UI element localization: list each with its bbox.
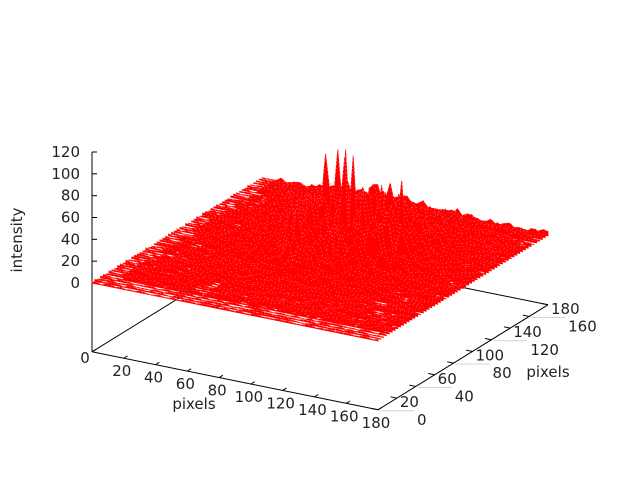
y-tick bbox=[447, 361, 454, 364]
x-tick bbox=[282, 387, 287, 391]
x-tick-label: 40 bbox=[144, 369, 163, 387]
x-tick-label: 120 bbox=[266, 394, 295, 412]
surface-row-highlight bbox=[114, 267, 401, 325]
y-tick-label: 0 bbox=[417, 411, 427, 429]
surface-row-highlight bbox=[157, 241, 444, 299]
x-tick bbox=[187, 368, 192, 372]
surface-mesh bbox=[91, 149, 549, 342]
x-tick bbox=[155, 361, 160, 366]
y-tick-label: 80 bbox=[493, 364, 512, 382]
z-tick-label: 100 bbox=[51, 165, 80, 183]
y-tick bbox=[541, 302, 549, 306]
y-tick-label: 140 bbox=[513, 323, 542, 341]
z-tick-label: 120 bbox=[51, 143, 80, 161]
x-tick-label: 140 bbox=[298, 401, 327, 419]
y-tick bbox=[522, 314, 530, 317]
surface-row-highlight bbox=[227, 189, 514, 254]
x-tick bbox=[91, 349, 97, 353]
y-tick bbox=[371, 407, 379, 411]
surface-row-highlight bbox=[171, 224, 458, 291]
z-tick-label: 60 bbox=[61, 209, 80, 227]
surface-row-highlight bbox=[244, 186, 532, 245]
x-tick-label: 20 bbox=[112, 362, 131, 380]
y-axis-label: pixels bbox=[526, 363, 570, 381]
surface-row-highlight bbox=[111, 269, 398, 328]
y-tick bbox=[409, 384, 416, 387]
z-tick-label: 40 bbox=[61, 230, 80, 248]
y-tick-label: 100 bbox=[475, 346, 504, 364]
y-tick-label: 60 bbox=[438, 370, 457, 388]
x-tick-label: 80 bbox=[208, 382, 227, 400]
surface-row-highlight bbox=[208, 188, 495, 266]
z-axis-label: intensity bbox=[8, 207, 26, 272]
y-tick-label: 20 bbox=[400, 393, 419, 411]
y-tick bbox=[390, 396, 397, 399]
surface-row-highlight bbox=[140, 252, 427, 310]
surface-row-highlight bbox=[168, 201, 455, 293]
y-tick bbox=[428, 372, 435, 376]
x-tick bbox=[377, 407, 383, 411]
surface-row-highlight bbox=[103, 274, 390, 333]
x-tick bbox=[250, 381, 255, 385]
y-axis-line bbox=[377, 304, 549, 411]
y-tick bbox=[465, 349, 473, 352]
surface-row-highlight bbox=[145, 247, 432, 303]
x-tick-label: 180 bbox=[362, 414, 391, 432]
x-tick bbox=[123, 355, 128, 359]
surface-row-highlight bbox=[233, 192, 520, 253]
surface-row-highlight bbox=[148, 246, 435, 305]
x-tick bbox=[218, 374, 224, 378]
surface-row bbox=[94, 278, 382, 340]
y-tick bbox=[484, 337, 492, 341]
y-tick-label: 40 bbox=[455, 387, 474, 405]
surface-row-highlight bbox=[91, 281, 379, 340]
x-tick-label: 160 bbox=[330, 407, 359, 425]
y-tick-label: 120 bbox=[530, 341, 559, 359]
surface-row-highlight bbox=[100, 275, 387, 336]
x-tick bbox=[345, 400, 351, 404]
z-tick-label: 20 bbox=[61, 252, 80, 270]
surface-row bbox=[100, 275, 387, 337]
x-tick-label: 100 bbox=[235, 388, 264, 406]
surface-row bbox=[97, 278, 385, 338]
y-tick-label: 180 bbox=[551, 300, 580, 318]
surface-row-highlight bbox=[97, 278, 384, 338]
x-tick-label: 0 bbox=[80, 349, 90, 367]
x-tick bbox=[314, 394, 319, 398]
z-tick-label: 0 bbox=[70, 274, 80, 292]
x-tick-label: 60 bbox=[176, 375, 195, 393]
y-tick-label: 160 bbox=[568, 317, 597, 335]
surface-row-highlight bbox=[128, 259, 415, 313]
surface-row-highlight bbox=[162, 237, 449, 295]
y-tick bbox=[503, 326, 511, 329]
surface-row-highlight bbox=[94, 279, 381, 339]
x-axis-line bbox=[91, 351, 379, 411]
x-axis-label: pixels bbox=[172, 395, 216, 413]
z-tick-label: 80 bbox=[61, 187, 80, 205]
